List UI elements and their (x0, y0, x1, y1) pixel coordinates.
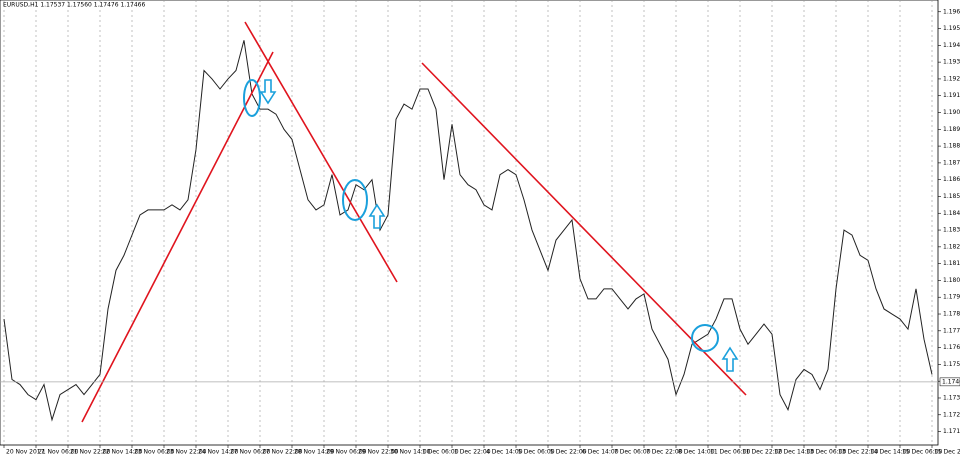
y-tick-label: 1.18370 (943, 227, 960, 234)
down-arrow (259, 79, 277, 105)
x-tick-label: 8 Dec 14:00 (678, 449, 715, 456)
x-tick-label: 5 Dec 22:00 (550, 449, 587, 456)
x-tick-label: 14 Dec 14:00 (870, 449, 911, 456)
x-tick-label: 28 Nov 14:00 (294, 449, 335, 456)
y-tick-label: 1.17870 (943, 311, 960, 318)
y-tick-label: 1.18570 (943, 193, 960, 200)
x-tick-label: 7 Dec 22:00 (646, 449, 683, 456)
x-tick-label: 29 Nov 06:00 (326, 449, 367, 456)
grid (3, 0, 933, 445)
y-tick-label: 1.18070 (943, 277, 960, 284)
y-tick-label: 1.18770 (943, 159, 960, 166)
y-tick-label: 1.17270 (943, 411, 960, 418)
x-tick-label: 21 Nov 06:00 (38, 449, 79, 456)
y-tick-label: 1.17170 (943, 428, 960, 435)
x-tick-label: 24 Nov 14:00 (198, 449, 239, 456)
x-tick-label: 1 Dec 06:00 (422, 449, 459, 456)
y-tick-label: 1.19570 (943, 25, 960, 32)
x-tick-label: 6 Dec 14:00 (582, 449, 619, 456)
x-tick-label: 20 Nov 2017 (6, 449, 45, 456)
y-tick-label: 1.17570 (943, 361, 960, 368)
x-tick-label: 29 Nov 22:00 (358, 449, 399, 456)
x-tick-label: 21 Nov 22:00 (70, 449, 111, 456)
x-tick-label: 12 Dec 14:00 (774, 449, 815, 456)
y-tick-label: 1.17770 (943, 327, 960, 334)
plot-area (0, 0, 939, 446)
highlight-ring (342, 179, 368, 221)
up-arrow (721, 346, 739, 372)
y-tick-label: 1.18670 (943, 176, 960, 183)
x-tick-label: 30 Nov 14:00 (390, 449, 431, 456)
up-arrow (368, 203, 386, 229)
y-tick-label: 1.17670 (943, 344, 960, 351)
y-tick-label: 1.17970 (943, 294, 960, 301)
x-tick-label: 22 Nov 14:00 (102, 449, 143, 456)
y-tick-label: 1.19370 (943, 59, 960, 66)
highlight-ring (243, 79, 261, 117)
current-price-box (939, 377, 960, 387)
x-tick-label: 1 Dec 22:00 (454, 449, 491, 456)
y-tick-label: 1.18470 (943, 210, 960, 217)
x-tick-label: 13 Dec 22:00 (838, 449, 879, 456)
y-tick-label: 1.17370 (943, 394, 960, 401)
x-tick-label: 11 Dec 06:00 (710, 449, 751, 456)
y-tick-label: 1.19170 (943, 92, 960, 99)
x-tick-label: 23 Nov 06:00 (134, 449, 175, 456)
y-tick-label: 1.18970 (943, 126, 960, 133)
y-tick-label: 1.19270 (943, 75, 960, 82)
y-tick-label: 1.19470 (943, 42, 960, 49)
y-tick-label: 1.18170 (943, 260, 960, 267)
x-tick-label: 11 Dec 22:00 (742, 449, 783, 456)
y-tick-label: 1.19070 (943, 109, 960, 116)
x-tick-label: 13 Dec 06:00 (806, 449, 847, 456)
x-tick-label: 15 Dec 06:00 (902, 449, 943, 456)
trend-line (81, 51, 274, 423)
y-tick-label: 1.19670 (943, 8, 960, 15)
x-tick-label: 27 Nov 06:00 (230, 449, 271, 456)
x-tick-label: 7 Dec 06:00 (614, 449, 651, 456)
x-tick-label: 4 Dec 14:00 (486, 449, 523, 456)
chart-title: EURUSD,H1 1.17537 1.17560 1.17476 1.1746… (3, 2, 145, 9)
annotations (81, 21, 747, 423)
trend-line (244, 21, 398, 283)
highlight-ring (691, 324, 719, 352)
x-tick-label: 5 Dec 06:00 (518, 449, 555, 456)
price-line (3, 40, 933, 422)
y-tick-label: 1.18270 (943, 243, 960, 250)
current-price-label: 1.17466 (942, 378, 960, 385)
price-layer (3, 40, 933, 422)
x-tick-label: 23 Nov 22:00 (166, 449, 207, 456)
x-tick-label: 15 Dec 22:00 (934, 449, 960, 456)
y-tick-label: 1.18870 (943, 143, 960, 150)
x-tick-label: 27 Nov 22:00 (262, 449, 303, 456)
